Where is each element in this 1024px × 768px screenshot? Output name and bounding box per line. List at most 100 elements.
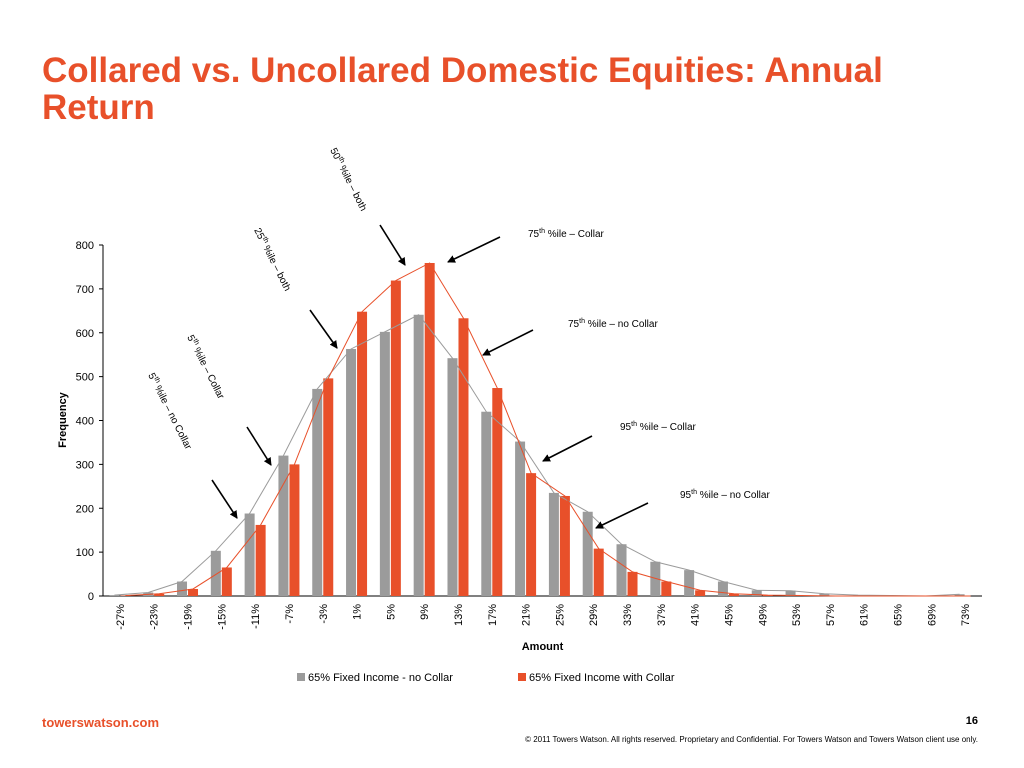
bar-collar [526, 473, 537, 596]
annotation-5th-no-collar-text: %ile – no Collar [151, 382, 194, 452]
bar-collar [695, 590, 706, 596]
annotation-95th-no-collar-arrow [595, 502, 649, 529]
annotation-25th-both-text: %ile – both [259, 241, 293, 293]
bar-no-collar [751, 590, 762, 596]
x-tick-label: -23% [149, 604, 161, 630]
annotation-5th-no-collar-number: 5 [145, 371, 158, 381]
annotation-95th-no-collar-text: %ile – no Collar [697, 490, 770, 501]
annotation-50th-both-suffix: th [337, 156, 346, 164]
x-tick-label: 53% [791, 604, 803, 626]
y-tick-label: 400 [76, 416, 94, 428]
y-axis-title: Frequency [57, 391, 69, 448]
annotation-25th-both-suffix: th [261, 236, 270, 244]
x-tick-label: 17% [487, 604, 499, 626]
footer-brand[interactable]: towerswatson.com [42, 715, 160, 730]
y-tick-label: 600 [76, 328, 94, 340]
bar-no-collar [177, 581, 188, 596]
y-tick-label: 0 [88, 591, 94, 603]
annotation-5th-collar-suffix: th [191, 338, 200, 346]
annotation-5th-collar: 5th %ile – Collar [184, 333, 227, 402]
x-tick-label: 45% [723, 604, 735, 626]
annotation-75th-collar-text: %ile – Collar [545, 229, 605, 240]
x-tick-label: 5% [385, 604, 397, 620]
bar-no-collar [210, 550, 221, 596]
bar-collar [559, 495, 570, 596]
x-tick-label: -3% [318, 604, 330, 624]
x-tick-label: 61% [859, 604, 871, 626]
annotation-75th-collar: 75th %ile – Collar [528, 228, 605, 240]
annotation-5th-no-collar: 5th %ile – no Collar [145, 371, 194, 452]
x-tick-label: 57% [825, 604, 837, 626]
x-tick-label: -7% [284, 604, 296, 624]
bar-no-collar [447, 358, 458, 596]
annotation-95th-collar-number: 95 [620, 422, 632, 433]
x-tick-label: 9% [419, 604, 431, 620]
annotation-50th-both-text: %ile – both [335, 161, 369, 213]
y-tick-label: 700 [76, 284, 94, 296]
annotation-5th-no-collar-suffix: th [152, 376, 161, 384]
bar-no-collar [785, 590, 796, 596]
annotation-95th-collar: 95th %ile – Collar [620, 421, 697, 433]
annotation-75th-no-collar-text: %ile – no Collar [585, 319, 658, 330]
x-tick-label: 37% [656, 604, 668, 626]
annotation-95th-collar-suffix: th [631, 421, 637, 428]
bar-collar [357, 311, 368, 596]
bar-collar [627, 571, 638, 596]
bar-collar [390, 280, 401, 596]
annotation-75th-collar-arrow [447, 236, 501, 263]
bar-collar [289, 464, 300, 596]
annotation-50th-both-arrow [379, 224, 406, 266]
legend-no-collar-label: 65% Fixed Income - no Collar [308, 672, 453, 684]
bar-collar [661, 581, 672, 596]
bar-collar [492, 388, 503, 596]
annotation-95th-no-collar: 95th %ile – no Collar [680, 489, 770, 501]
x-tick-label: 49% [757, 604, 769, 626]
y-tick-label: 800 [76, 240, 94, 252]
annotation-95th-collar-arrow [542, 435, 593, 462]
y-tick-label: 200 [76, 503, 94, 515]
y-tick-label: 300 [76, 459, 94, 471]
legend-collar-label: 65% Fixed Income with Collar [529, 672, 675, 684]
x-tick-label: 73% [960, 604, 972, 626]
bar-collar [728, 593, 739, 596]
plot-area: 0 100 200 300 400 500 600 700 800 -27% -23% -19% -15… [57, 240, 982, 684]
x-tick-label: 41% [690, 604, 702, 626]
x-tick-label: 65% [892, 604, 904, 626]
annotation-95th-no-collar-number: 95 [680, 490, 692, 501]
x-tick-label: -27% [115, 604, 127, 630]
page-number: 16 [965, 715, 978, 727]
x-axis-title: Amount [522, 641, 564, 653]
annotation-75th-no-collar-suffix: th [579, 318, 585, 325]
bar-no-collar [515, 441, 526, 596]
annotation-75th-no-collar: 75th %ile – no Collar [568, 318, 658, 330]
legend-no-collar-swatch [297, 673, 305, 681]
x-tick-label: 13% [453, 604, 465, 626]
bar-no-collar [616, 544, 627, 596]
bar-collar [593, 548, 604, 596]
annotation-75th-collar-number: 75 [528, 229, 540, 240]
slide-title: Collared vs. Uncollared Domestic Equitie… [42, 51, 883, 127]
bar-no-collar [379, 331, 390, 596]
bar-collar [458, 318, 469, 596]
copyright-notice: © 2011 Towers Watson. All rights reserve… [525, 735, 978, 744]
x-tick-label: -15% [216, 604, 228, 630]
annotation-25th-both-arrow [309, 309, 338, 349]
bar-no-collar [278, 455, 289, 596]
annotation-95th-no-collar-suffix: th [691, 489, 697, 496]
annotation-5th-collar-number: 5 [184, 333, 197, 343]
x-tick-label: 25% [554, 604, 566, 626]
bar-no-collar [244, 513, 255, 596]
bar-no-collar [717, 581, 728, 596]
x-tick-label: 33% [622, 604, 634, 626]
annotation-25th-both-number: 25 [251, 226, 266, 241]
x-tick-label: 69% [926, 604, 938, 626]
annotation-5th-no-collar-arrow [211, 479, 238, 519]
x-tick-label: 21% [521, 604, 533, 626]
legend-collar-swatch [518, 673, 526, 681]
bar-no-collar [819, 593, 830, 596]
bar-no-collar [548, 492, 559, 596]
y-tick-label: 100 [76, 547, 94, 559]
x-tick-label: 1% [352, 604, 364, 620]
bar-no-collar [312, 388, 323, 596]
